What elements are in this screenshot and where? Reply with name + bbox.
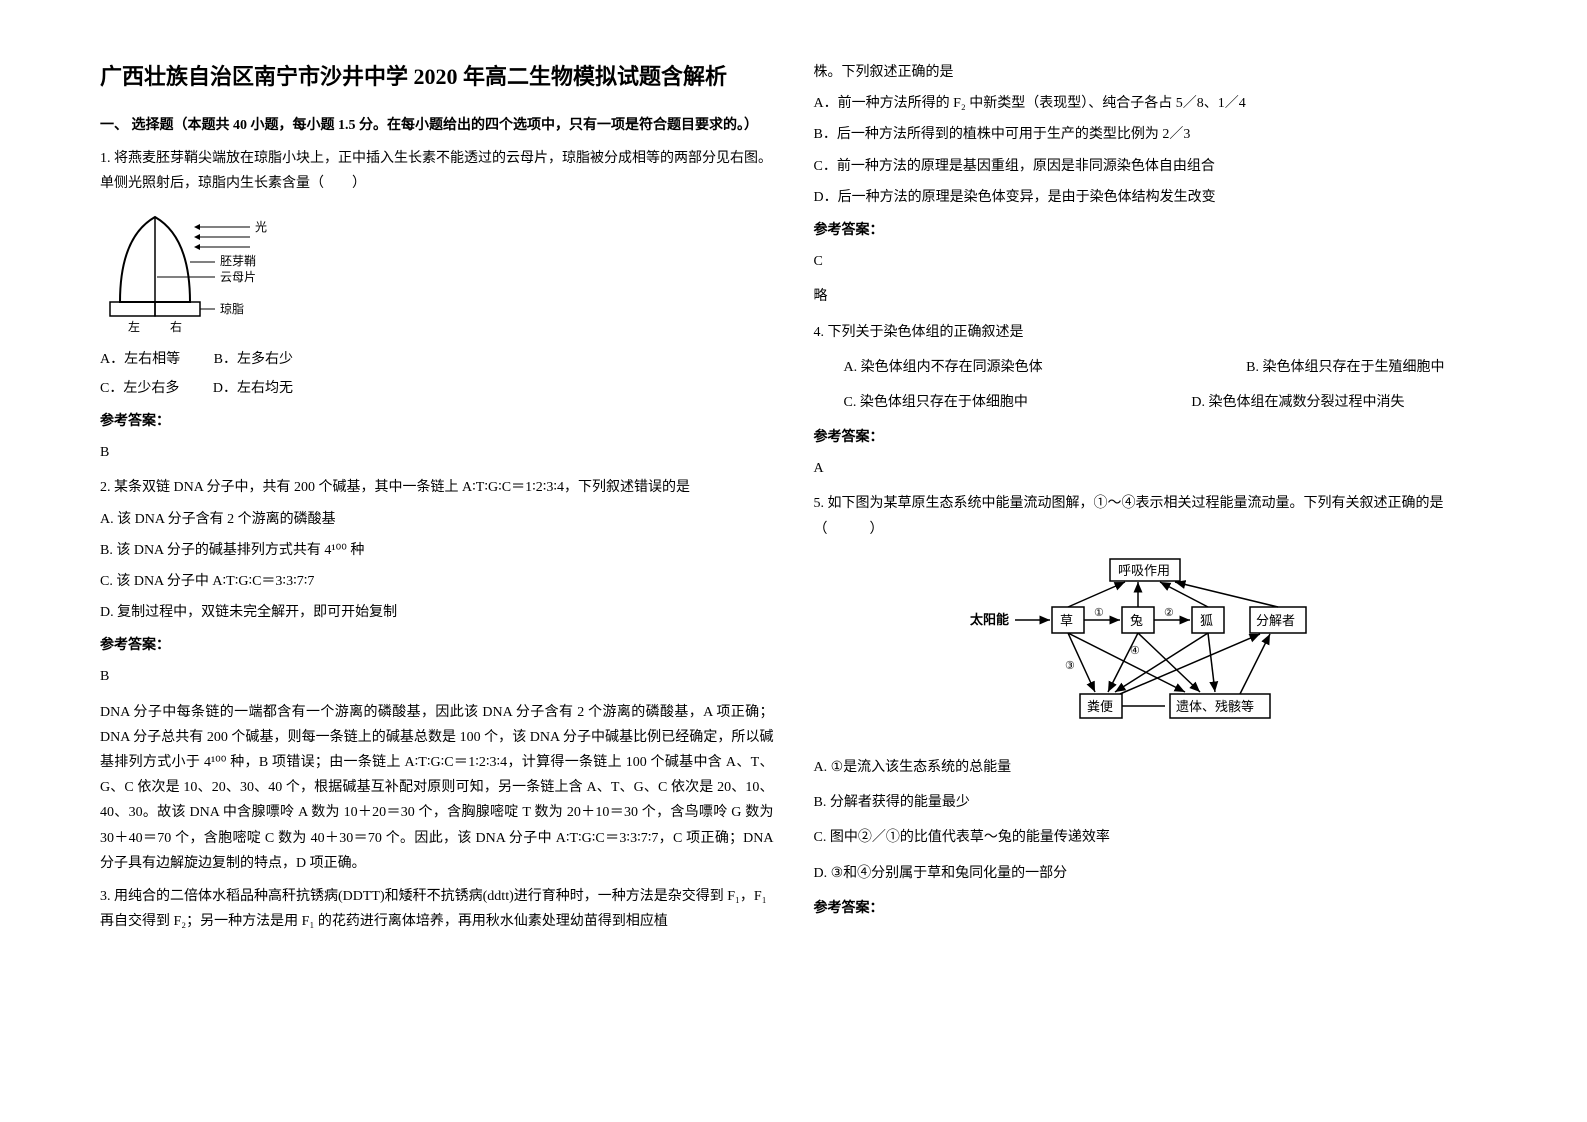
q3-text: 3. 用纯合的二倍体水稻品种高秆抗锈病(DDTT)和矮秆不抗锈病(ddtt)进行… (100, 884, 774, 934)
q2-answer: B (100, 664, 774, 689)
q5-optB: B. 分解者获得的能量最少 (814, 790, 1488, 815)
label-left: 左 (128, 319, 140, 334)
q4-optD: D. 染色体组在减数分裂过程中消失 (1191, 395, 1404, 410)
label-right: 右 (170, 319, 182, 334)
q4-optB: B. 染色体组只存在于生殖细胞中 (1246, 360, 1444, 375)
section-header: 一、 选择题（本题共 40 小题，每小题 1.5 分。在每小题给出的四个选项中，… (100, 113, 774, 138)
label-coleoptile: 胚芽鞘 (220, 254, 256, 268)
q1-optD: D．左右均无 (213, 381, 293, 396)
q2-optD: D. 复制过程中，双链未完全解开，即可开始复制 (100, 600, 774, 625)
q1-optC: C．左少右多 (100, 381, 179, 396)
q4-answer-label: 参考答案： (814, 425, 1488, 450)
document-title: 广西壮族自治区南宁市沙井中学 2020 年高二生物模拟试题含解析 (100, 60, 774, 93)
label-grass: 草 (1060, 613, 1073, 628)
q5-optC: C. 图中②／①的比值代表草～兔的能量传递效率 (814, 825, 1488, 850)
q2-answer-label: 参考答案： (100, 633, 774, 658)
q1-answer-label: 参考答案： (100, 409, 774, 434)
q4-optA: A. 染色体组内不存在同源染色体 (844, 360, 1043, 375)
q3-answer: C (814, 249, 1488, 274)
label-n1: ① (1094, 607, 1104, 619)
q1-options-row1: A．左右相等 B．左多右少 (100, 347, 774, 372)
q2-explanation: DNA 分子中每条链的一端都含有一个游离的磷酸基，因此该 DNA 分子含有 2 … (100, 700, 774, 876)
q2-optB: B. 该 DNA 分子的碱基排列方式共有 4¹⁰⁰ 种 (100, 538, 774, 563)
q1-optB: B．左多右少 (214, 352, 293, 367)
q1-diagram: 光 胚芽鞘 云母片 琼脂 左 右 (100, 207, 774, 337)
label-decomposer: 分解者 (1256, 613, 1295, 628)
q3-explanation: 略 (814, 284, 1488, 309)
q3-answer-label: 参考答案： (814, 218, 1488, 243)
q1-text: 1. 将燕麦胚芽鞘尖端放在琼脂小块上，正中插入生长素不能透过的云母片，琼脂被分成… (100, 146, 774, 196)
label-agar: 琼脂 (220, 301, 244, 316)
label-respiration: 呼吸作用 (1118, 563, 1170, 578)
q5-optA: A. ①是流入该生态系统的总能量 (814, 755, 1488, 780)
q2-optC: C. 该 DNA 分子中 A∶T∶G∶C＝3∶3∶7∶7 (100, 569, 774, 594)
q4-answer: A (814, 456, 1488, 481)
label-mica: 云母片 (220, 270, 256, 284)
q5-optD: D. ③和④分别属于草和兔同化量的一部分 (814, 861, 1488, 886)
q1-answer: B (100, 440, 774, 465)
label-remains: 遗体、残骸等 (1176, 699, 1254, 714)
label-light: 光 (255, 220, 267, 234)
label-sun: 太阳能 (969, 612, 1009, 627)
q3-optB: B．后一种方法所得到的植株中可用于生产的类型比例为 2／3 (814, 122, 1488, 147)
label-rabbit: 兔 (1130, 613, 1143, 628)
q4-optC: C. 染色体组只存在于体细胞中 (844, 395, 1028, 410)
q5-answer-label: 参考答案： (814, 896, 1488, 921)
label-n4: ④ (1130, 645, 1140, 657)
q3-text2: 株。下列叙述正确的是 (814, 60, 1488, 85)
q5-text: 5. 如下图为某草原生态系统中能量流动图解，①～④表示相关过程能量流动量。下列有… (814, 491, 1488, 541)
label-n3: ③ (1065, 660, 1075, 672)
q4-text: 4. 下列关于染色体组的正确叙述是 (814, 320, 1488, 345)
label-n2: ② (1164, 607, 1174, 619)
q3-optA: A．前一种方法所得的 F₂ 中新类型（表现型）、纯合子各占 5／8、1／4 (814, 91, 1488, 116)
q5-diagram: 呼吸作用 太阳能 草 ① 兔 ② 狐 分解者 粪便 遗体、残骸等 (814, 554, 1488, 743)
q3-optC: C．前一种方法的原理是基因重组，原因是非同源染色体自由组合 (814, 154, 1488, 179)
q2-optA: A. 该 DNA 分子含有 2 个游离的磷酸基 (100, 507, 774, 532)
label-feces: 粪便 (1087, 699, 1113, 714)
q1-options-row2: C．左少右多 D．左右均无 (100, 376, 774, 401)
q1-optA: A．左右相等 (100, 352, 180, 367)
label-fox: 狐 (1200, 613, 1213, 628)
q2-text: 2. 某条双链 DNA 分子中，共有 200 个碱基，其中一条链上 A∶T∶G∶… (100, 475, 774, 500)
q3-optD: D．后一种方法的原理是染色体变异，是由于染色体结构发生改变 (814, 185, 1488, 210)
